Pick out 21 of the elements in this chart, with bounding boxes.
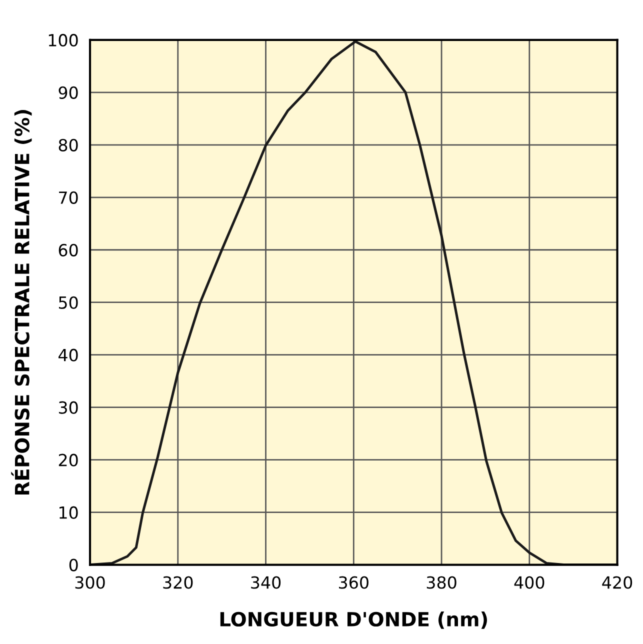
y-tick-label: 100	[48, 34, 78, 46]
x-tick-label: 320	[163, 576, 193, 589]
x-axis-title: LONGUEUR D'ONDE (nm)	[220, 611, 487, 629]
y-tick-label: 0	[69, 558, 78, 572]
x-tick-label: 420	[602, 576, 632, 589]
y-axis-title: RÉPONSE SPECTRALE RELATIVE (%)	[11, 110, 32, 495]
y-tick-label: 30	[58, 401, 78, 414]
y-tick-label: 20	[58, 454, 78, 466]
x-tick-label: 380	[426, 576, 456, 589]
y-tick-label: 10	[60, 506, 78, 519]
y-tick-label: 70	[59, 191, 78, 204]
x-tick-label: 400	[514, 576, 544, 589]
y-tick-label: 60	[58, 244, 78, 256]
x-tick-label: 340	[251, 576, 281, 589]
line-series	[90, 40, 618, 565]
y-tick-label: 40	[58, 348, 78, 362]
y-tick-label: 50	[58, 296, 78, 309]
y-tick-label: 80	[58, 138, 78, 152]
y-tick-label: 90	[58, 86, 78, 99]
x-tick-label: 360	[339, 576, 368, 589]
x-tick-label: 300	[75, 576, 105, 589]
